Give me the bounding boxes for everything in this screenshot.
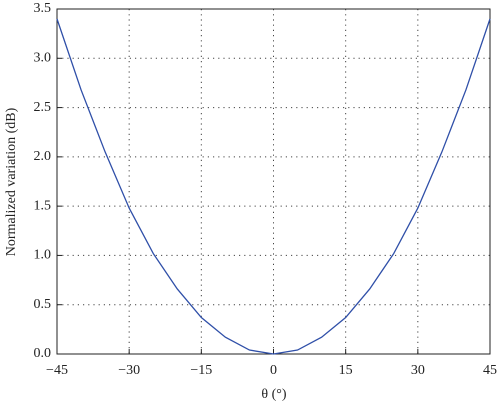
- y-tick-label: 0.5: [34, 297, 52, 312]
- data-line: [56, 18, 491, 355]
- x-axis-label: θ (°): [261, 387, 286, 402]
- y-tick-label: 0.0: [34, 346, 52, 361]
- y-tick-label: 3.0: [34, 51, 52, 66]
- x-tick-label: 45: [483, 363, 497, 378]
- y-tick-label: 1.5: [34, 198, 52, 213]
- y-tick-label: 1.0: [34, 248, 52, 263]
- x-tick-label: 30: [411, 363, 425, 378]
- x-tick-label: −30: [118, 363, 140, 378]
- x-tick-label: 15: [339, 363, 353, 378]
- x-tick-label: 0: [270, 363, 277, 378]
- y-tick-label: 2.5: [34, 100, 52, 115]
- y-tick-label: 2.0: [34, 149, 52, 164]
- x-tick-label: −45: [46, 363, 68, 378]
- x-tick-label: −15: [190, 363, 212, 378]
- y-tick-label: 3.5: [34, 1, 52, 16]
- y-axis-label: Normalized variation (dB): [4, 107, 19, 256]
